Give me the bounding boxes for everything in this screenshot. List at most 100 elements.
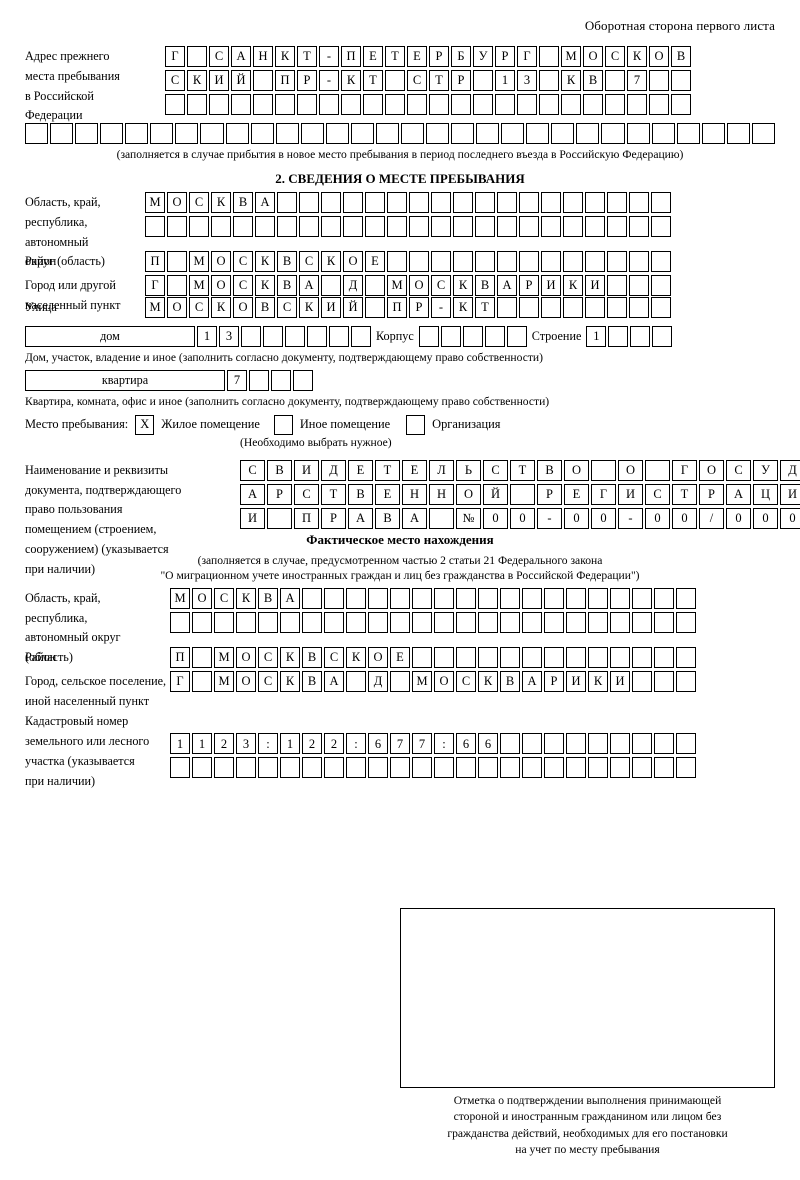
char-cell[interactable]: /: [699, 507, 724, 529]
char-cell[interactable]: К: [588, 670, 608, 692]
char-cell[interactable]: [588, 733, 608, 755]
char-cell[interactable]: [610, 587, 630, 609]
char-cell[interactable]: А: [299, 275, 319, 297]
char-cell[interactable]: [456, 646, 476, 668]
char-cell[interactable]: Й: [483, 483, 508, 505]
char-cell[interactable]: [544, 646, 564, 668]
char-cell[interactable]: М: [145, 192, 165, 214]
char-cell[interactable]: [192, 757, 212, 779]
char-cell[interactable]: [375, 123, 399, 145]
char-cell[interactable]: [302, 587, 322, 609]
char-cell[interactable]: К: [453, 275, 473, 297]
char-cell[interactable]: [629, 192, 649, 214]
char-cell[interactable]: О: [368, 646, 388, 668]
char-cell[interactable]: [434, 757, 454, 779]
char-cell[interactable]: [343, 192, 363, 214]
char-cell[interactable]: Г: [517, 46, 537, 67]
char-cell[interactable]: [275, 94, 295, 115]
char-cell[interactable]: [588, 611, 608, 633]
char-cell[interactable]: [541, 192, 561, 214]
char-cell[interactable]: [409, 192, 429, 214]
char-cell[interactable]: [258, 757, 278, 779]
char-cell[interactable]: А: [726, 483, 751, 505]
char-cell[interactable]: Р: [409, 296, 429, 318]
char-cell[interactable]: М: [214, 670, 234, 692]
char-cell[interactable]: 0: [483, 507, 508, 529]
char-cell[interactable]: 0: [645, 507, 670, 529]
char-cell[interactable]: [563, 296, 583, 318]
char-cell[interactable]: [671, 94, 691, 115]
char-cell[interactable]: 6: [368, 733, 388, 755]
char-cell[interactable]: [632, 757, 652, 779]
char-cell[interactable]: [343, 216, 363, 238]
char-cell[interactable]: [588, 587, 608, 609]
char-cell[interactable]: [125, 123, 149, 145]
char-cell[interactable]: [277, 192, 297, 214]
checkbox-organization[interactable]: [406, 414, 426, 435]
char-cell[interactable]: [476, 123, 500, 145]
char-cell[interactable]: [676, 646, 696, 668]
char-cell[interactable]: С: [233, 275, 253, 297]
char-cell[interactable]: П: [341, 46, 361, 67]
flat-number-boxes[interactable]: 7: [227, 369, 313, 391]
char-cell[interactable]: [324, 587, 344, 609]
char-cell[interactable]: Г: [591, 483, 616, 505]
char-cell[interactable]: [588, 757, 608, 779]
char-cell[interactable]: А: [280, 587, 300, 609]
char-cell[interactable]: К: [341, 70, 361, 91]
char-cell[interactable]: О: [649, 46, 669, 67]
char-cell[interactable]: [651, 296, 671, 318]
char-cell[interactable]: К: [346, 646, 366, 668]
char-cell[interactable]: [517, 94, 537, 115]
char-cell[interactable]: В: [537, 459, 562, 481]
char-cell[interactable]: И: [240, 507, 265, 529]
char-cell[interactable]: [627, 94, 647, 115]
char-cell[interactable]: [307, 325, 327, 347]
char-cell[interactable]: 3: [236, 733, 256, 755]
char-cell[interactable]: К: [211, 296, 231, 318]
char-cell[interactable]: [418, 325, 439, 347]
char-cell[interactable]: Е: [564, 483, 589, 505]
checkbox-other-premises[interactable]: [273, 414, 293, 435]
char-cell[interactable]: М: [214, 646, 234, 668]
char-cell[interactable]: В: [255, 296, 275, 318]
char-cell[interactable]: [541, 251, 561, 273]
char-cell[interactable]: [170, 611, 190, 633]
char-cell[interactable]: [365, 216, 385, 238]
char-cell[interactable]: О: [618, 459, 643, 481]
char-cell[interactable]: 1: [170, 733, 190, 755]
char-cell[interactable]: [522, 611, 542, 633]
char-cell[interactable]: [726, 123, 750, 145]
char-cell[interactable]: [412, 646, 432, 668]
char-cell[interactable]: И: [780, 483, 800, 505]
char-cell[interactable]: О: [192, 587, 212, 609]
char-cell[interactable]: С: [240, 459, 265, 481]
char-cell[interactable]: [451, 123, 475, 145]
char-cell[interactable]: Т: [672, 483, 697, 505]
char-cell[interactable]: К: [211, 192, 231, 214]
char-cell[interactable]: Д: [321, 459, 346, 481]
char-cell[interactable]: 3: [219, 325, 239, 347]
char-cell[interactable]: 0: [672, 507, 697, 529]
char-cell[interactable]: И: [294, 459, 319, 481]
char-cell[interactable]: Г: [165, 46, 185, 67]
char-cell[interactable]: М: [170, 587, 190, 609]
char-cell[interactable]: 1: [586, 325, 607, 347]
confirmation-stamp-box[interactable]: [400, 908, 775, 1088]
char-cell[interactable]: О: [699, 459, 724, 481]
char-cell[interactable]: [175, 123, 199, 145]
char-cell[interactable]: [390, 670, 410, 692]
char-cell[interactable]: [475, 216, 495, 238]
char-cell[interactable]: П: [145, 251, 165, 273]
char-cell[interactable]: [475, 192, 495, 214]
previous-address-extra-row[interactable]: [25, 123, 775, 145]
char-cell[interactable]: [456, 611, 476, 633]
char-cell[interactable]: [285, 325, 305, 347]
char-cell[interactable]: [501, 123, 525, 145]
checkbox-residential[interactable]: Х: [135, 414, 155, 435]
char-cell[interactable]: [440, 325, 461, 347]
char-cell[interactable]: О: [211, 275, 231, 297]
char-cell[interactable]: [583, 94, 603, 115]
char-cell[interactable]: И: [610, 670, 630, 692]
